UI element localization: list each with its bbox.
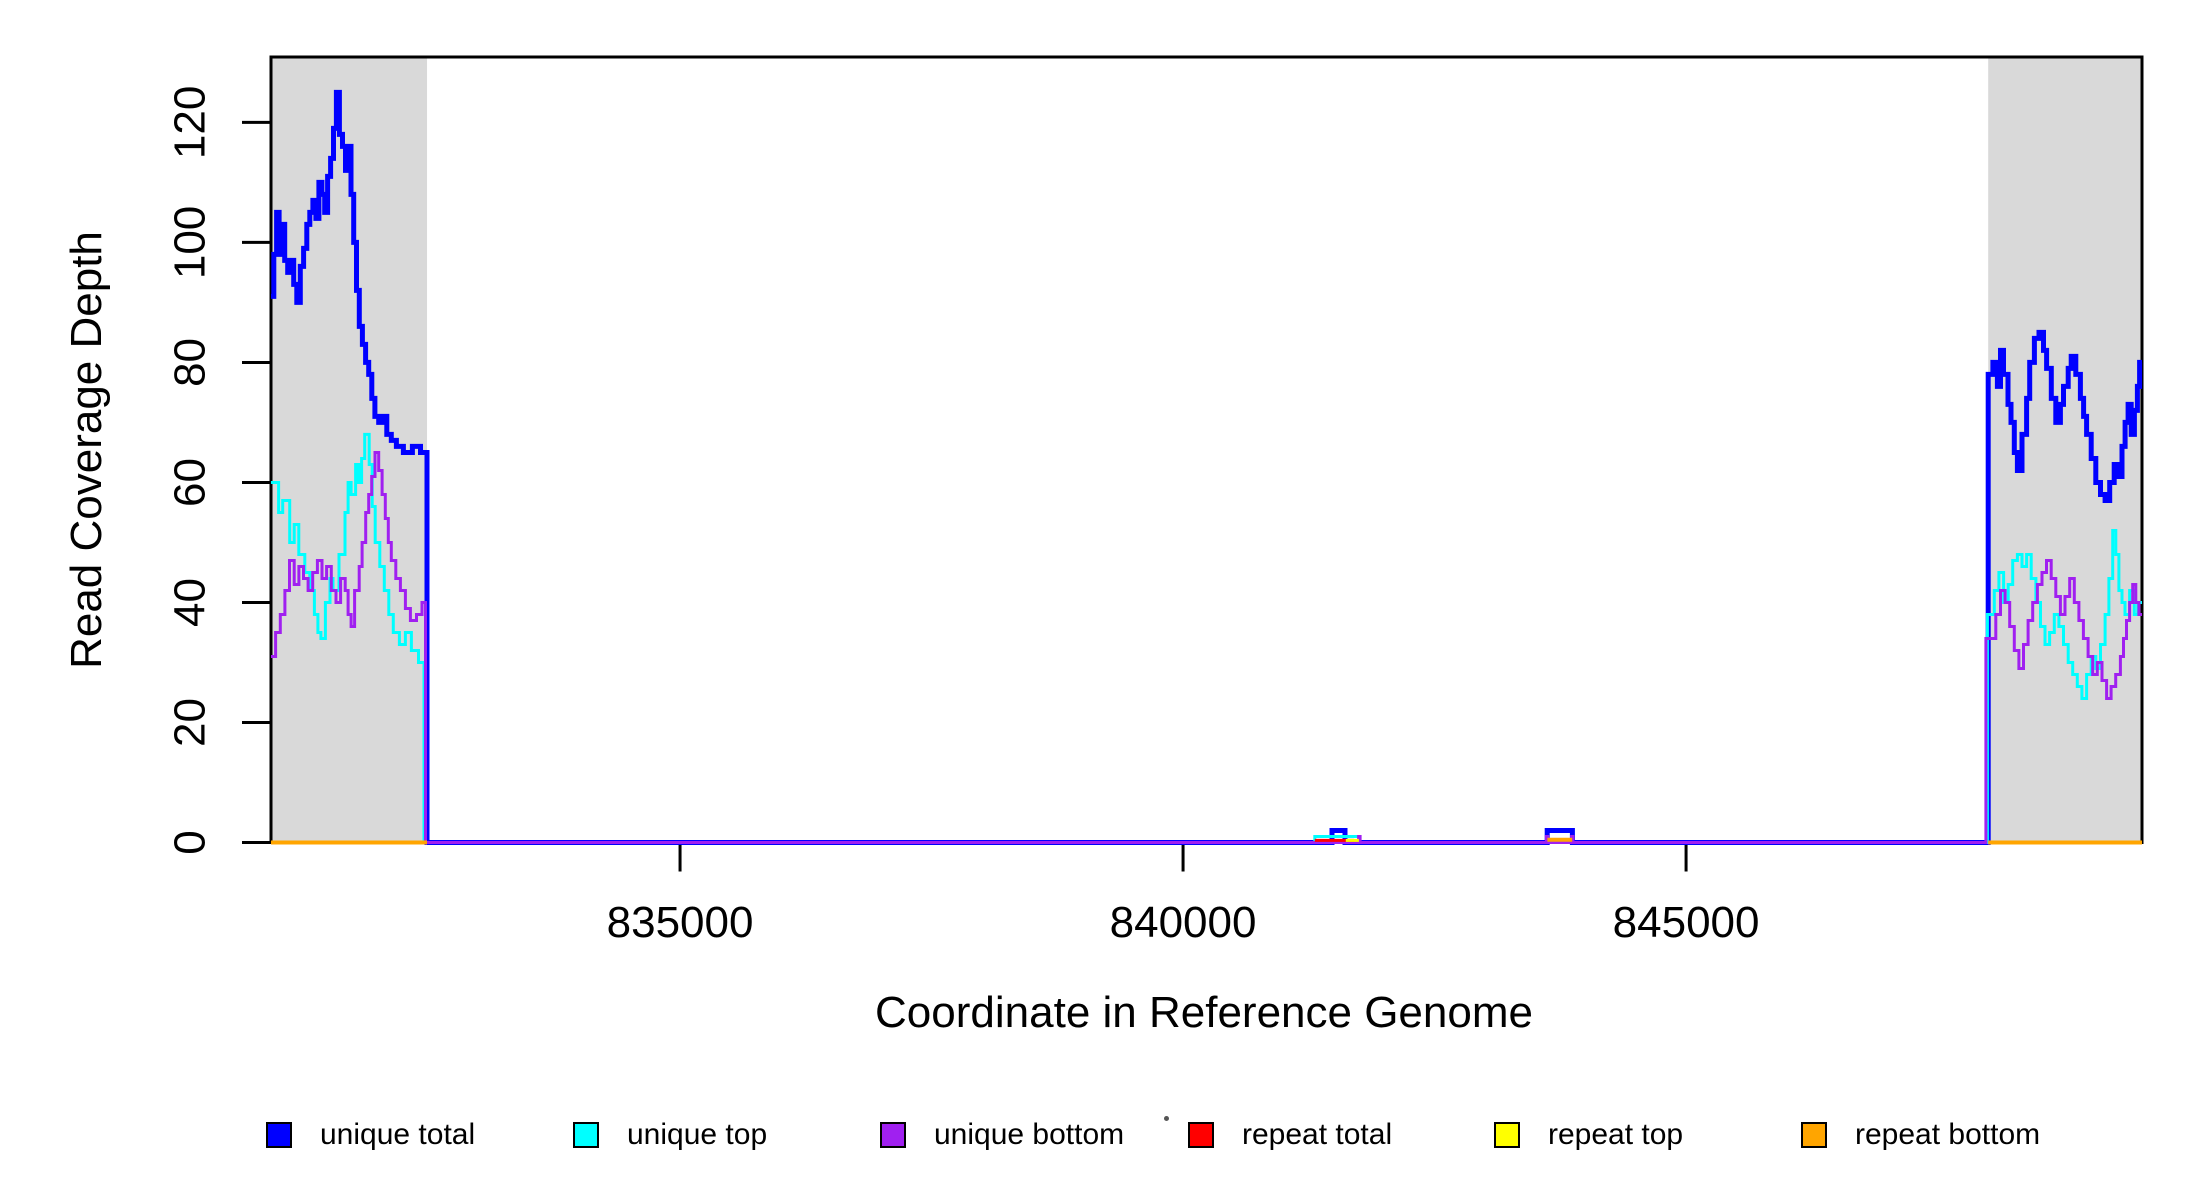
axis-tick-labels: 835000 840000 845000 0 20 40 60 80 100 120 <box>166 86 1760 947</box>
x-axis-title: Coordinate in Reference Genome <box>875 988 1533 1037</box>
plot-border <box>269 55 2144 844</box>
legend-label: repeat top <box>1548 1117 1684 1151</box>
shaded-region <box>1988 57 2142 844</box>
y-tick-label: 0 <box>166 830 215 854</box>
legend-label: repeat total <box>1242 1117 1393 1151</box>
data-series <box>271 89 2143 845</box>
y-axis-title: Read Coverage Depth <box>62 231 111 669</box>
series-unique-bottom <box>271 451 2142 844</box>
repeat-total-swatch-icon <box>1188 1121 1214 1148</box>
repeat-top-swatch-icon <box>1494 1121 1520 1148</box>
series-unique-total <box>271 89 2143 845</box>
x-tick-label: 845000 <box>1613 898 1760 947</box>
series-unique-top <box>271 432 2142 844</box>
unique-bottom-swatch-icon <box>880 1121 906 1148</box>
axes <box>242 120 1688 872</box>
legend-item-unique-bottom: unique bottom <box>880 1118 1124 1151</box>
y-tick-label: 60 <box>166 458 215 507</box>
stray-point-marker <box>1164 1116 1169 1121</box>
x-tick-label: 840000 <box>1110 898 1257 947</box>
shaded-regions <box>271 57 2142 844</box>
legend-item-repeat-total: repeat total <box>1188 1118 1392 1151</box>
y-tick-label: 120 <box>166 86 215 159</box>
unique-top-swatch-icon <box>573 1121 599 1148</box>
repeat-bottom-swatch-icon <box>1801 1121 1827 1148</box>
y-tick-label: 40 <box>166 578 215 627</box>
x-tick-label: 835000 <box>607 898 754 947</box>
legend-item-unique-top: unique top <box>573 1118 767 1151</box>
legend-label: unique top <box>627 1117 768 1151</box>
legend-label: unique bottom <box>934 1117 1125 1151</box>
legend-label: repeat bottom <box>1855 1117 2041 1151</box>
legend-item-repeat-top: repeat top <box>1494 1118 1683 1151</box>
unique-total-swatch-icon <box>266 1121 292 1148</box>
y-tick-label: 80 <box>166 338 215 387</box>
legend-label: unique total <box>320 1117 476 1151</box>
y-tick-label: 100 <box>166 206 215 279</box>
y-tick-label: 20 <box>166 698 215 747</box>
legend-item-unique-total: unique total <box>266 1118 475 1151</box>
legend-item-repeat-bottom: repeat bottom <box>1801 1118 2040 1151</box>
